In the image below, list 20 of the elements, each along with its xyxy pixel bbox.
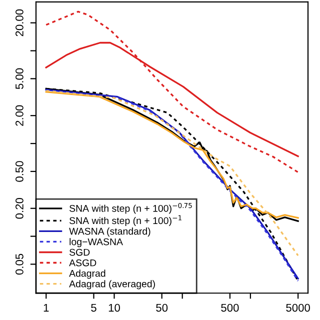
y-tick-label: 2.00 [16,105,24,126]
x-tick-label: 50 [156,304,168,312]
legend-label: Adagrad (averaged) [69,280,155,290]
legend-label: log−WASNA [70,238,123,248]
x-tick-label: 5000 [286,304,310,312]
legend-label: SNA with step (n + 100)$^{−1}$ [70,215,182,226]
x-tick-label: 1 [44,304,49,312]
y-tick-label: 5.00 [16,68,24,90]
legend-label: ASGD [69,259,96,266]
y-tick-label: 20.00 [16,9,24,36]
y-tick-label: 0.05 [16,254,24,275]
x-tick-label: 500 [221,304,239,312]
legend-label: Adagrad [69,270,106,279]
legend-label: WASNA (standard) [69,228,150,237]
legend-label: SGD [70,248,90,256]
y-tick-label: 0.50 [16,161,24,182]
y-tick-label: 0.20 [16,198,24,219]
legend-label: SNA with step (n + 100)$^{−0.75}$ [70,202,192,214]
x-tick-label: 10 [108,304,120,312]
x-tick-label: 5 [91,304,96,312]
